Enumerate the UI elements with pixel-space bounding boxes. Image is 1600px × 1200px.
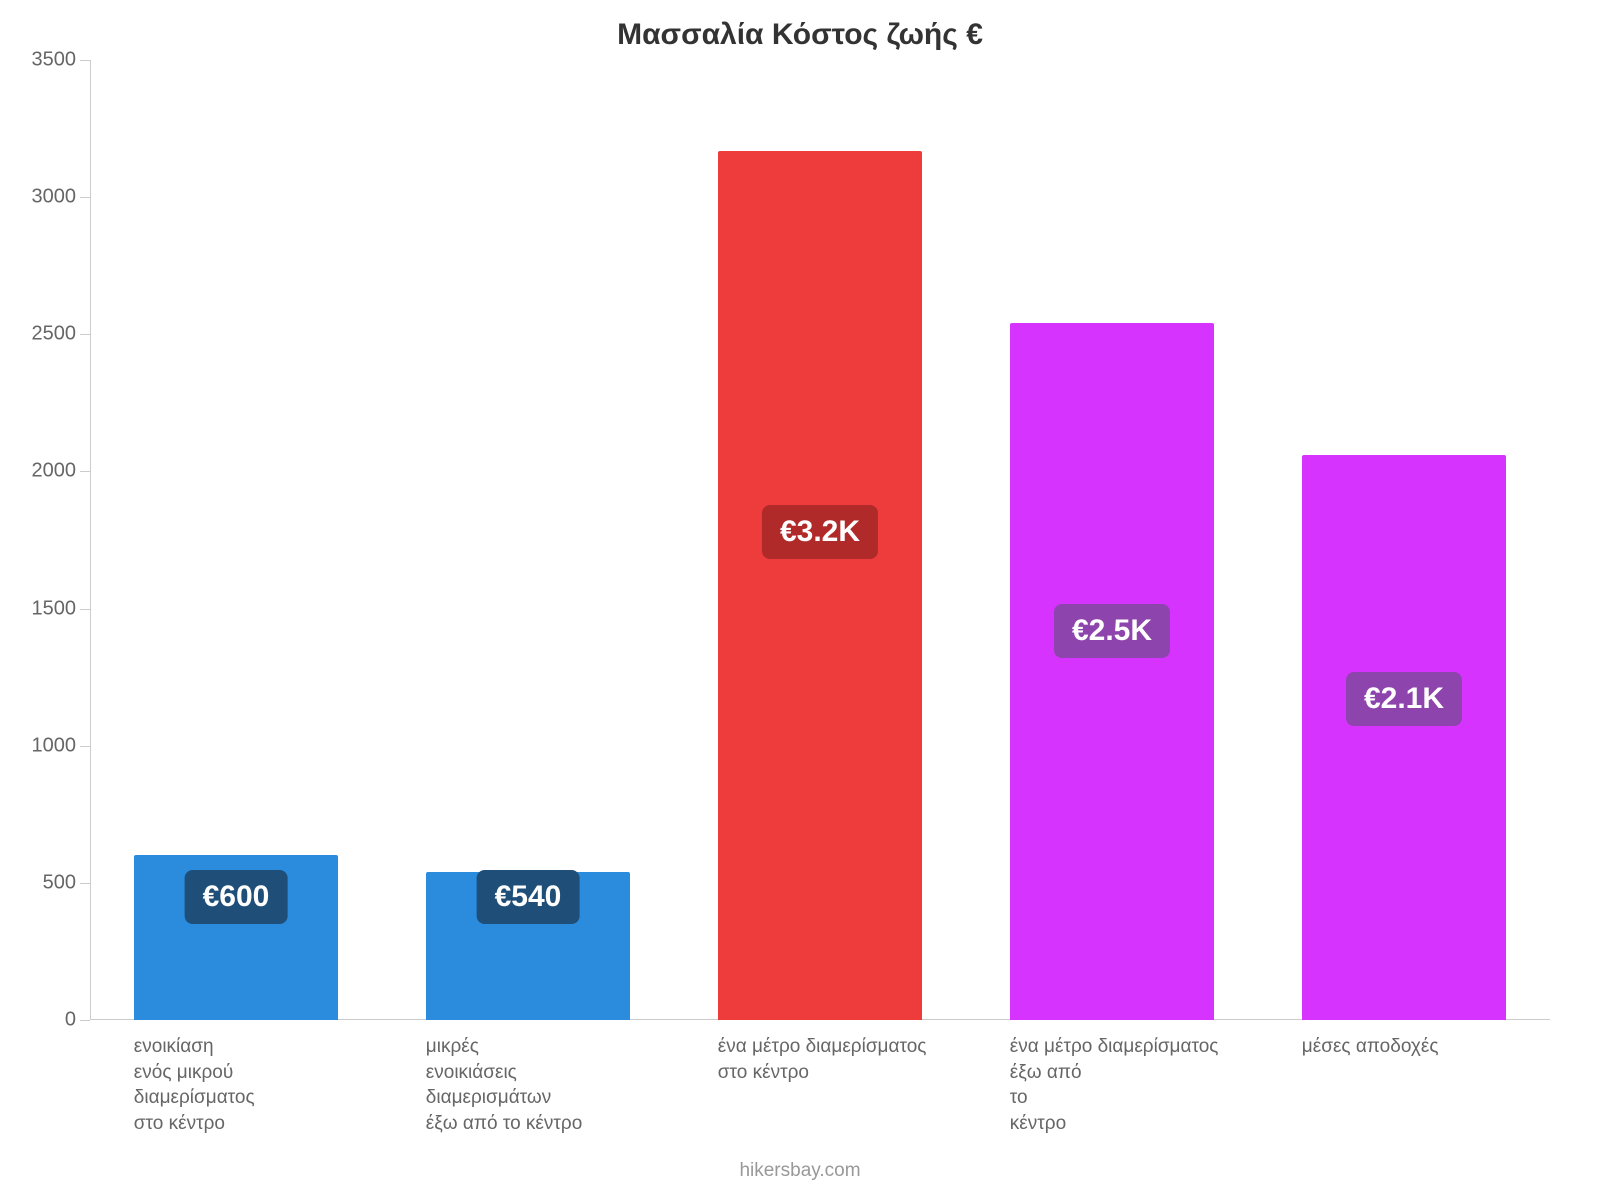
bar-value-label: €2.1K <box>1346 672 1462 726</box>
y-tick <box>80 334 90 335</box>
y-tick-label: 500 <box>0 871 76 894</box>
y-tick <box>80 1020 90 1021</box>
bar-value-label: €3.2K <box>762 505 878 559</box>
y-tick <box>80 883 90 884</box>
y-tick <box>80 471 90 472</box>
bar <box>1302 455 1506 1020</box>
y-tick <box>80 197 90 198</box>
x-category-label: ένα μέτρο διαμερίσματοςστο κέντρο <box>718 1020 962 1085</box>
bar <box>1010 323 1214 1020</box>
y-tick-label: 1500 <box>0 597 76 620</box>
x-category-label: ένα μέτρο διαμερίσματοςέξω απότοκέντρο <box>1010 1020 1254 1137</box>
y-tick-label: 1000 <box>0 734 76 757</box>
plot-area: €600ενοικίασηενός μικρούδιαμερίσματοςστο… <box>90 60 1550 1020</box>
y-tick-label: 3000 <box>0 186 76 209</box>
bar <box>718 151 922 1020</box>
y-tick-label: 0 <box>0 1009 76 1032</box>
x-category-label: ενοικίασηενός μικρούδιαμερίσματοςστο κέν… <box>134 1020 378 1137</box>
x-category-label: μέσες αποδοχές <box>1302 1020 1546 1060</box>
y-axis <box>90 60 91 1020</box>
y-tick-label: 3500 <box>0 49 76 72</box>
bar-value-label: €540 <box>477 870 580 924</box>
bar-value-label: €2.5K <box>1054 604 1170 658</box>
y-tick <box>80 609 90 610</box>
x-category-label: μικρέςενοικιάσειςδιαμερισμάτωνέξω από το… <box>426 1020 670 1137</box>
y-tick-label: 2500 <box>0 323 76 346</box>
chart-title: Μασσαλία Κόστος ζωής € <box>0 18 1600 52</box>
y-tick <box>80 746 90 747</box>
y-tick <box>80 60 90 61</box>
chart-container: Μασσαλία Κόστος ζωής € €600ενοικίασηενός… <box>0 0 1600 1200</box>
y-tick-label: 2000 <box>0 460 76 483</box>
chart-footer: hikersbay.com <box>0 1160 1600 1182</box>
bar-value-label: €600 <box>185 870 288 924</box>
